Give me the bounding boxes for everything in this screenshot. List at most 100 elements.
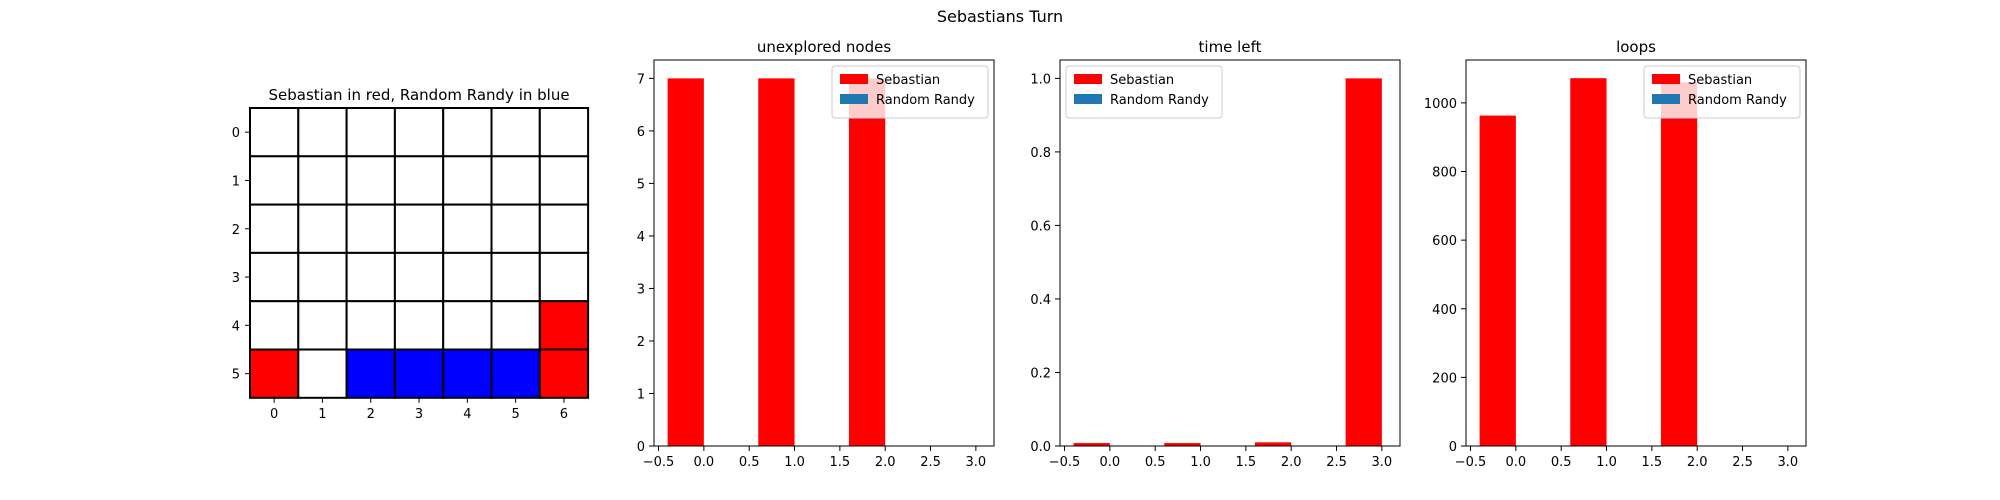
board-cell: [249, 300, 300, 351]
board-cell: [297, 203, 348, 254]
chart-title: unexplored nodes: [757, 38, 892, 56]
bar: [667, 78, 704, 446]
y-tick-label: 0: [232, 126, 240, 141]
board-cell: [249, 251, 300, 303]
y-tick-label: 1.0: [1030, 72, 1051, 87]
legend-swatch: [1652, 94, 1680, 104]
x-tick-label: 1.5: [830, 455, 851, 470]
y-tick-label: 0.6: [1030, 219, 1051, 234]
y-tick-label: 7: [637, 72, 645, 87]
bar: [1164, 443, 1201, 446]
loops-panel: loops −0.5 0.0 0.5 1.0 1.5 2.0 2.5 3.0 0 200 400 600…: [1424, 38, 1807, 470]
x-tick-label: 3.0: [1372, 455, 1393, 470]
board-cell: [345, 251, 396, 303]
board-cell: [297, 155, 348, 206]
y-tick-label: 4: [637, 230, 645, 245]
board-cell: [393, 300, 445, 351]
x-tick-label: 1.0: [1190, 455, 1211, 470]
y-tick-label: 1: [637, 387, 645, 402]
board-cell: [249, 107, 300, 158]
board-cell: [393, 155, 445, 206]
x-tick-label: 0: [270, 407, 278, 422]
board-cell: [490, 107, 541, 158]
y-tick-label: 5: [637, 177, 645, 192]
bar: [1345, 78, 1382, 446]
x-tick-label: 0.0: [1100, 455, 1121, 470]
legend-label: Random Randy: [1110, 93, 1209, 108]
x-tick-label: 0.5: [1145, 455, 1166, 470]
y-tick-label: 0: [1449, 440, 1457, 455]
board-cell: [345, 107, 396, 158]
x-tick-label: 3: [415, 407, 423, 422]
y-tick-label: 400: [1432, 303, 1457, 318]
y-tick-label: 1000: [1424, 97, 1457, 112]
x-tick-label: 3.0: [1778, 455, 1799, 470]
plot-frame: [1059, 59, 1401, 447]
x-tick-label: 5: [512, 407, 520, 422]
board-cell: [490, 155, 541, 206]
board-cell: [442, 107, 493, 158]
unexplored-nodes-panel: unexplored nodes −0.5 0.0 0.5 1.0 1.5 2.0 2.5 3.…: [637, 38, 995, 470]
board-cell: [393, 203, 445, 254]
y-tick-label: 0.0: [1030, 440, 1051, 455]
bar: [1479, 115, 1516, 447]
bar: [1073, 443, 1110, 446]
x-tick-label: 1.5: [1642, 455, 1663, 470]
board-cell: [249, 155, 300, 206]
legend-swatch: [1074, 94, 1102, 104]
bar: [848, 78, 886, 446]
x-tick-label: 1.0: [1596, 455, 1617, 470]
legend-label: Random Randy: [1688, 93, 1787, 108]
board-cell: [538, 300, 590, 351]
legend-swatch: [1074, 74, 1102, 84]
board-cell: [345, 348, 396, 399]
board-cell: [442, 251, 493, 303]
x-tick-label: 2.5: [920, 455, 941, 470]
legend-swatch: [840, 74, 868, 84]
board-cell: [490, 348, 541, 399]
x-tick-label: −0.5: [1455, 455, 1487, 470]
board-cell: [442, 348, 493, 399]
y-tick-label: 4: [232, 319, 240, 334]
legend-label: Sebastian: [1688, 73, 1752, 88]
board-cell: [345, 203, 396, 254]
bar: [1660, 82, 1698, 447]
board-cell: [297, 348, 348, 399]
legend-box: [1065, 65, 1223, 119]
board-cell: [249, 203, 300, 254]
board-cell: [442, 203, 493, 254]
y-tick-label: 0: [637, 440, 645, 455]
x-tick-label: −0.5: [643, 455, 675, 470]
board-cell: [538, 251, 590, 303]
bar: [1254, 442, 1292, 446]
x-tick-label: 0.0: [1506, 455, 1527, 470]
x-tick-label: 0.5: [739, 455, 760, 470]
x-tick-label: 2.0: [875, 455, 896, 470]
x-tick-label: 4: [463, 407, 471, 422]
board-cell: [345, 300, 396, 351]
y-tick-label: 0.8: [1030, 146, 1051, 161]
y-tick-label: 200: [1432, 371, 1457, 386]
figure-suptitle: Sebastians Turn: [937, 7, 1063, 26]
x-tick-label: 2.0: [1687, 455, 1708, 470]
y-tick-label: 800: [1432, 166, 1457, 181]
board-cell: [345, 155, 396, 206]
x-tick-label: 0.0: [694, 455, 715, 470]
x-tick-label: 6: [560, 407, 568, 422]
board-cell: [249, 348, 300, 399]
time-left-panel: time left−0.5 0.0 0.5 1.0 1.5 2.0 2.5 3.00.00.2…: [1030, 38, 1401, 470]
y-tick-label: 3: [637, 282, 645, 297]
board-cell: [538, 107, 590, 158]
bar: [1570, 78, 1607, 447]
board-cell: [538, 348, 590, 399]
board-cell: [442, 300, 493, 351]
plot-frame: [1465, 59, 1807, 447]
board-title: Sebastian in red, Random Randy in blue: [269, 86, 570, 104]
y-tick-label: 2: [232, 223, 240, 238]
legend-label: Sebastian: [876, 73, 940, 88]
x-tick-label: 2.5: [1326, 455, 1347, 470]
board-cell: [297, 300, 348, 351]
x-tick-label: 2.0: [1281, 455, 1302, 470]
chart-title: loops: [1616, 38, 1656, 56]
y-tick-label: 3: [232, 271, 240, 286]
